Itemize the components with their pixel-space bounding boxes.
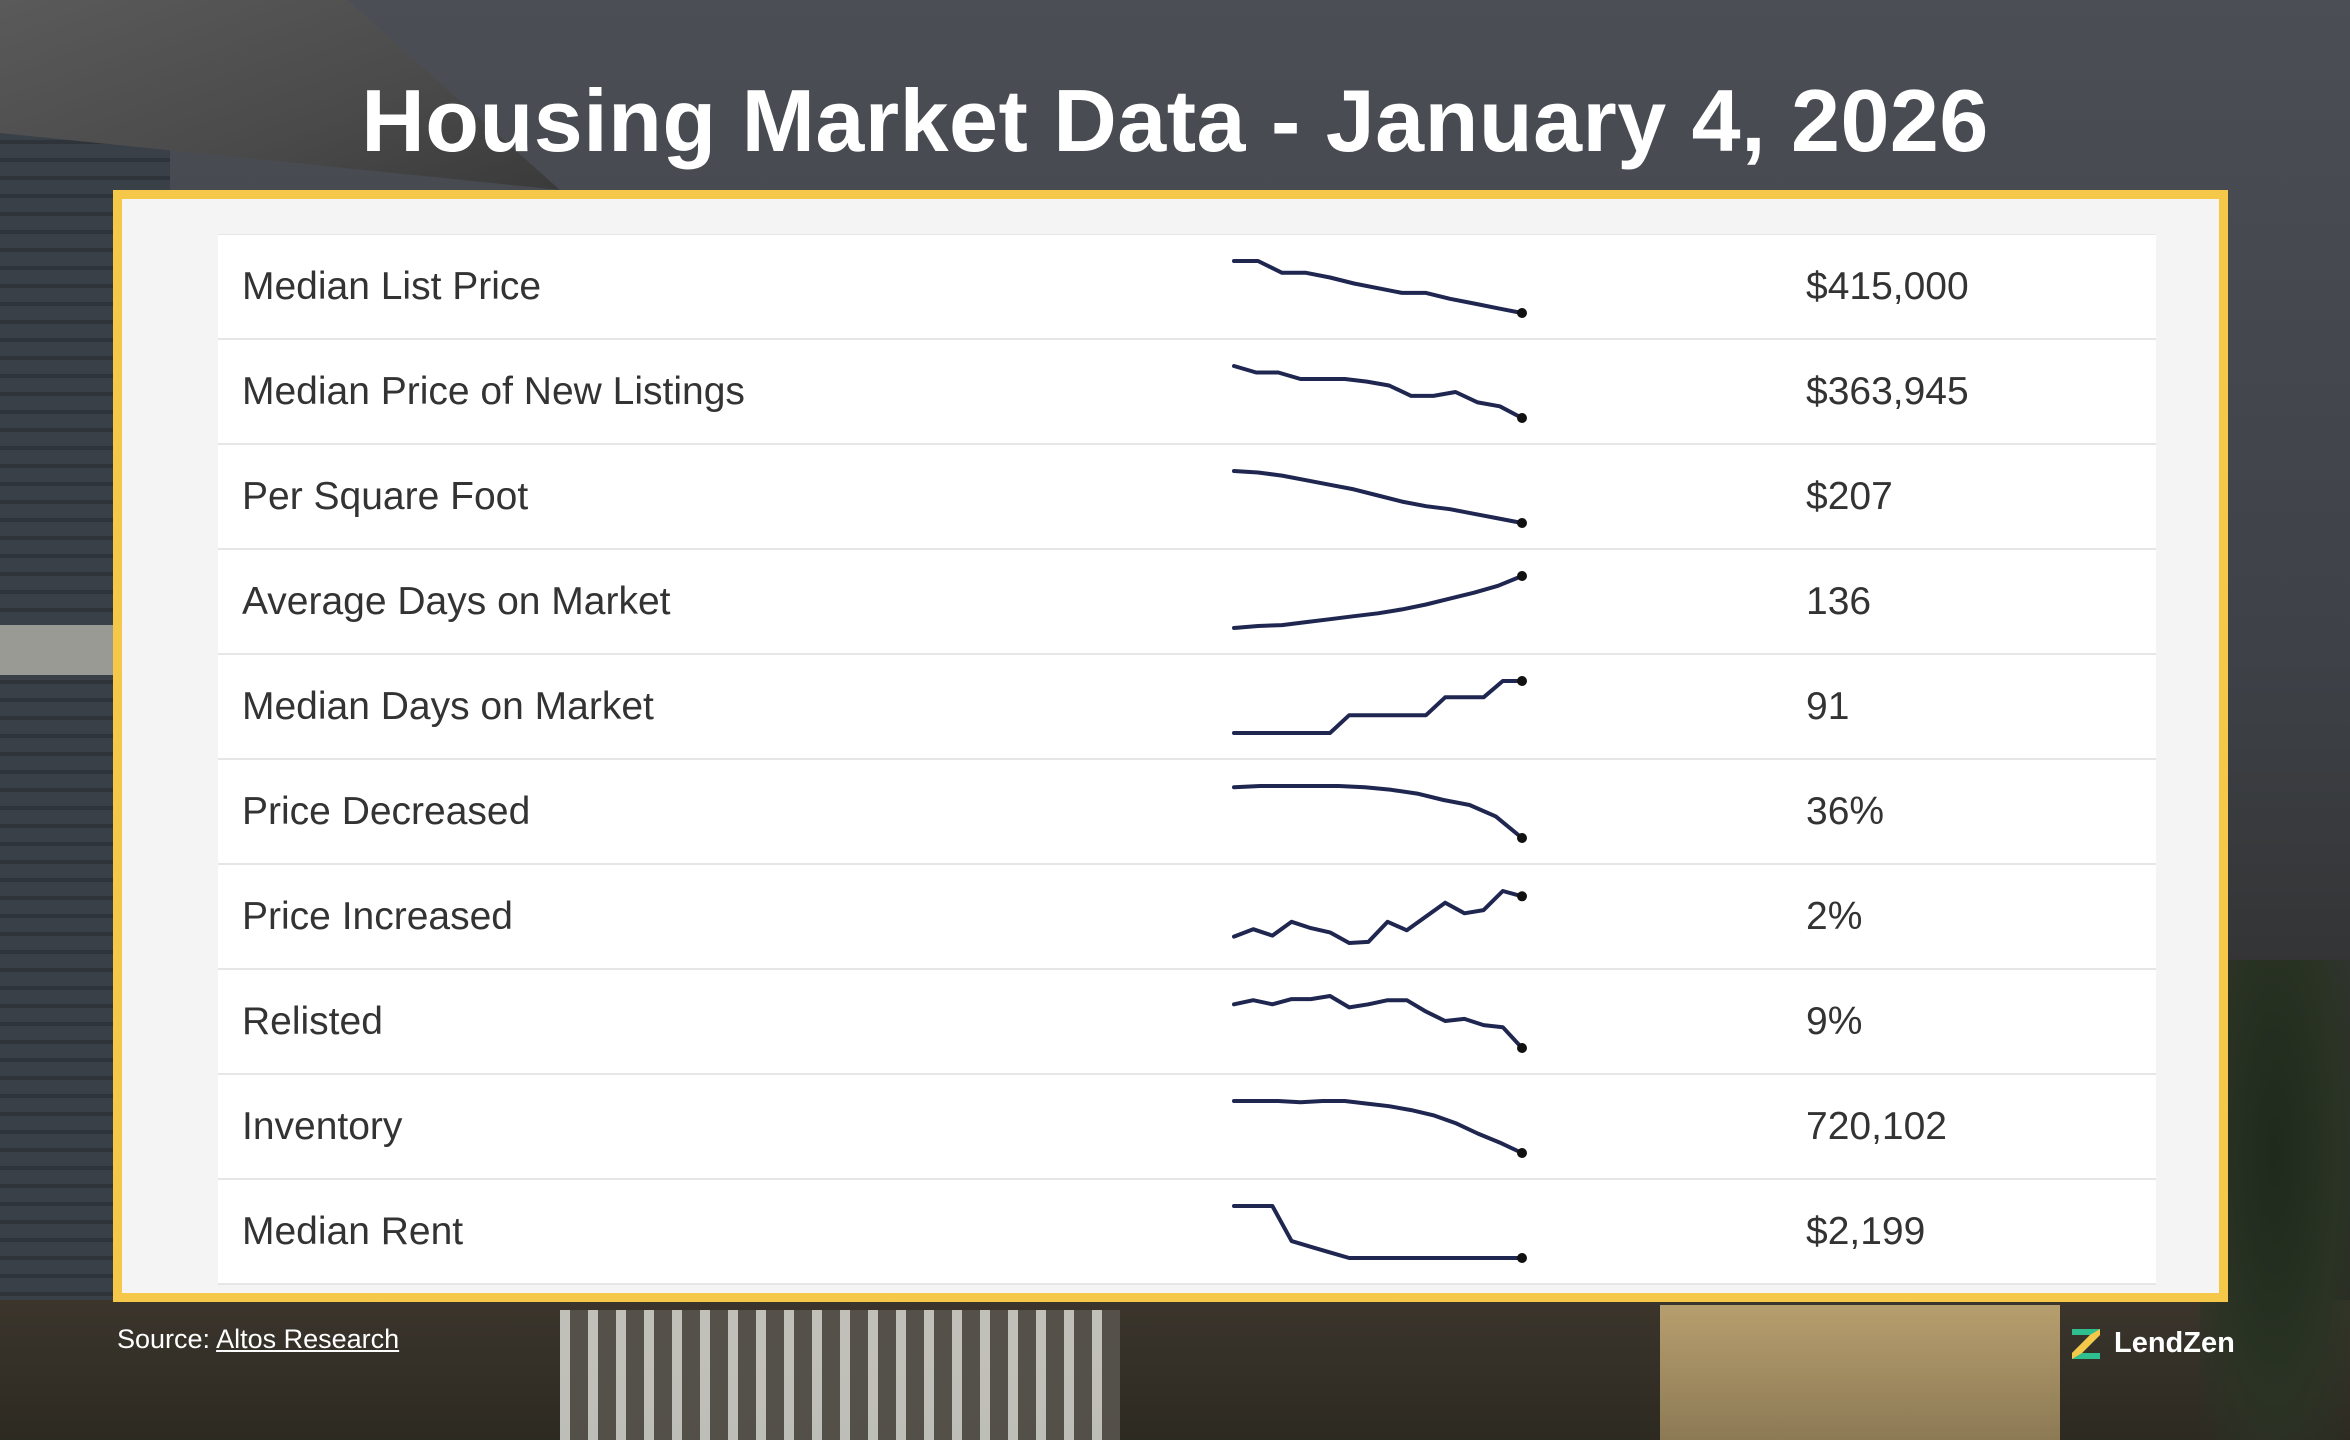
row-value: 9%	[1806, 999, 1863, 1043]
row-label: Median Rent	[242, 1209, 464, 1253]
lendzen-z-icon	[2072, 1329, 2100, 1359]
sparkline	[1232, 364, 1527, 423]
row-label: Per Square Foot	[242, 474, 529, 518]
sparkline-end-dot	[1517, 413, 1527, 423]
sparkline-end-dot	[1517, 1253, 1527, 1263]
row-value: $415,000	[1806, 264, 1969, 308]
sparkline-end-dot	[1517, 571, 1527, 581]
table-row: Price Decreased 36%	[218, 760, 2156, 865]
source-prefix: Source:	[117, 1324, 217, 1354]
table-row: Median Days on Market 91	[218, 655, 2156, 760]
sparkline	[1232, 889, 1527, 945]
row-label: Relisted	[242, 999, 383, 1043]
row-label: Median List Price	[242, 264, 542, 308]
row-value: 720,102	[1806, 1104, 1947, 1148]
sparkline-end-dot	[1517, 308, 1527, 318]
sparkline-line	[1232, 1099, 1524, 1155]
sparkline-end-dot	[1517, 1043, 1527, 1053]
brand-logo: LendZen	[2068, 1322, 2235, 1364]
sparkline-end-dot	[1517, 891, 1527, 902]
sparkline-line	[1232, 469, 1524, 525]
background-fence	[560, 1310, 1120, 1440]
sparkline	[1232, 571, 1527, 630]
row-label: Price Decreased	[242, 789, 531, 833]
row-label: Median Days on Market	[242, 684, 654, 728]
sparkline-line	[1232, 1204, 1524, 1260]
sparkline	[1232, 1099, 1527, 1158]
row-value: $207	[1806, 474, 1893, 518]
sparkline-line	[1232, 889, 1524, 945]
row-value: 136	[1806, 579, 1872, 623]
sparkline-line	[1232, 364, 1524, 420]
sparkline	[1232, 676, 1527, 735]
table-row: Average Days on Market 136	[218, 550, 2156, 655]
table-row: Price Increased 2%	[218, 865, 2156, 970]
row-value: 91	[1806, 684, 1850, 728]
data-panel: Median List Price $415,000 Median Price …	[113, 190, 2228, 1302]
row-label: Price Increased	[242, 894, 513, 938]
table-row: Inventory 720,102	[218, 1075, 2156, 1180]
sparkline-end-dot	[1517, 518, 1527, 528]
sparkline-line	[1232, 994, 1524, 1050]
sparkline	[1232, 259, 1527, 318]
sparkline	[1232, 784, 1527, 843]
table-row: Relisted 9%	[218, 970, 2156, 1075]
sparkline	[1232, 994, 1527, 1053]
sparkline	[1232, 1204, 1527, 1263]
row-value: $363,945	[1806, 369, 1969, 413]
row-label: Median Price of New Listings	[242, 369, 745, 413]
sparkline-end-dot	[1517, 833, 1527, 843]
sparkline-line	[1232, 784, 1524, 840]
sparkline-end-dot	[1517, 1148, 1527, 1158]
row-value: 36%	[1806, 789, 1885, 833]
row-value: $2,199	[1806, 1209, 1926, 1253]
table-row: Per Square Foot $207	[218, 445, 2156, 550]
background-house-right	[1660, 1305, 2060, 1440]
sparkline-line	[1232, 259, 1524, 315]
page-title: Housing Market Data - January 4, 2026	[361, 71, 1989, 170]
market-data-table: Median List Price $415,000 Median Price …	[218, 234, 2156, 1285]
sparkline	[1232, 469, 1527, 528]
row-value: 2%	[1806, 894, 1863, 938]
row-label: Inventory	[242, 1104, 403, 1148]
table-row: Median Price of New Listings $363,945	[218, 340, 2156, 445]
table-row: Median List Price $415,000	[218, 234, 2156, 340]
source-credit: Source: Altos Research	[117, 1324, 399, 1355]
sparkline-line	[1232, 574, 1524, 630]
row-label: Average Days on Market	[242, 579, 671, 623]
sparkline-line	[1232, 679, 1524, 735]
source-link[interactable]: Altos Research	[216, 1324, 400, 1354]
table-row: Median Rent $2,199	[218, 1180, 2156, 1285]
sparkline-end-dot	[1517, 676, 1527, 686]
brand-name: LendZen	[2114, 1326, 2235, 1359]
